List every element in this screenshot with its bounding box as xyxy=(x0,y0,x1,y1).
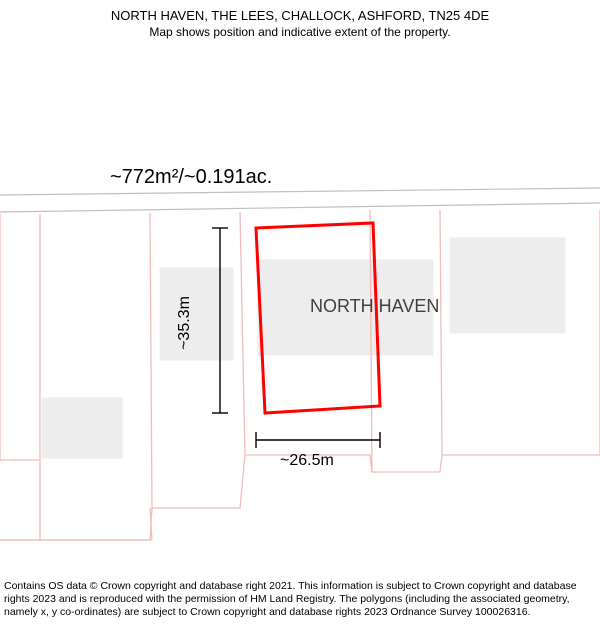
area-label: ~772m²/~0.191ac. xyxy=(110,166,272,189)
height-dimension-label: ~35.3m xyxy=(176,296,194,350)
copyright-footer: Contains OS data © Crown copyright and d… xyxy=(4,580,596,619)
road-lines xyxy=(0,188,600,212)
building-footprints xyxy=(42,238,565,458)
property-name-label: NORTH HAVEN xyxy=(310,296,439,317)
map-canvas: ~772m²/~0.191ac. NORTH HAVEN ~35.3m ~26.… xyxy=(0,0,600,625)
map-svg xyxy=(0,0,600,625)
width-dimension-label: ~26.5m xyxy=(280,452,334,470)
